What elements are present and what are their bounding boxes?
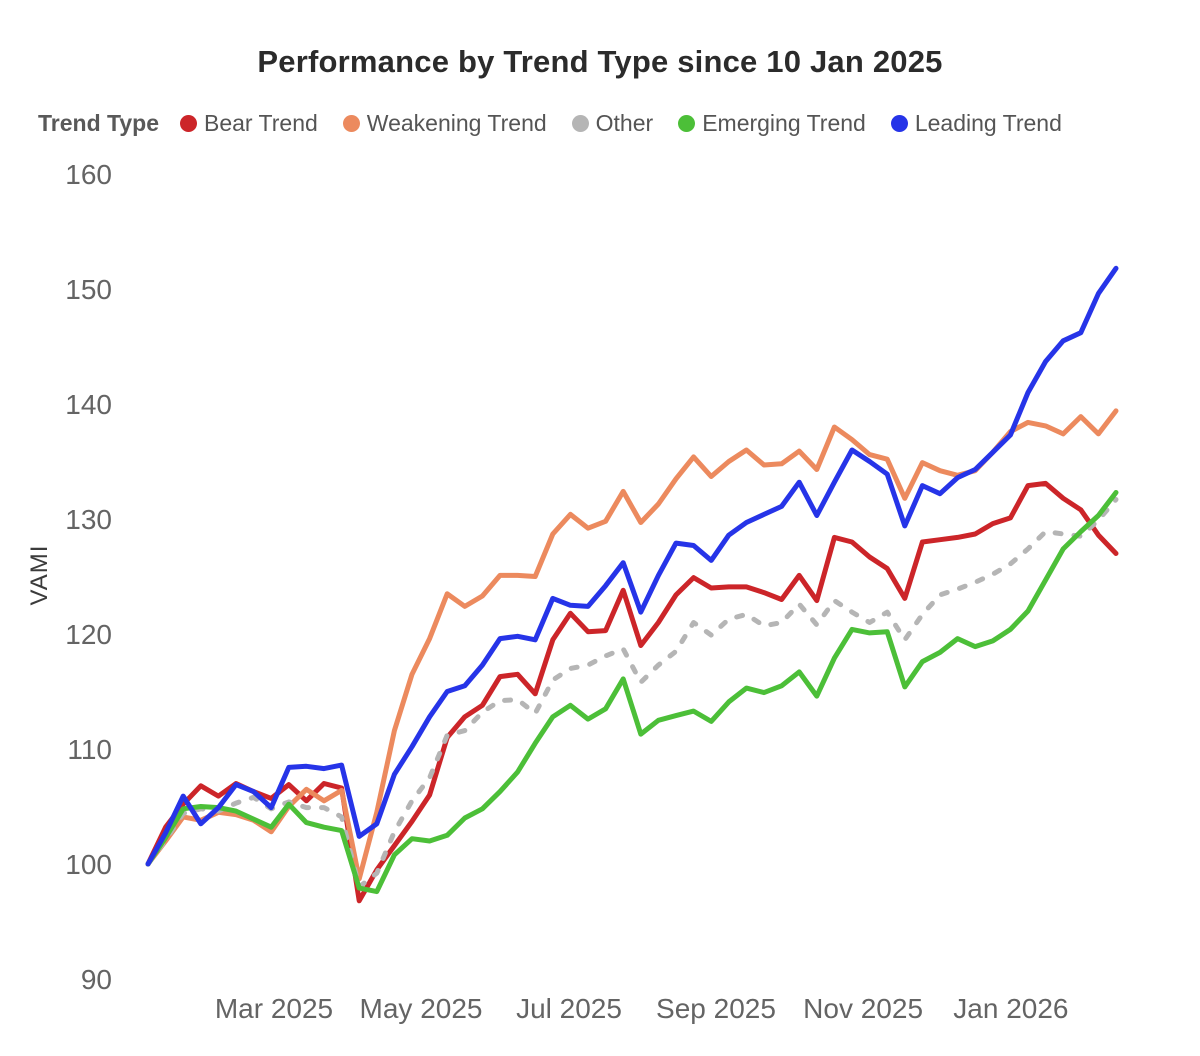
x-axis-tick-labels: Mar 2025 May 2025 Jul 2025 Sep 2025 Nov 2025… bbox=[215, 993, 1069, 1024]
legend-swatch-leading-trend bbox=[890, 114, 908, 132]
legend-label: Emerging Trend bbox=[702, 109, 866, 136]
legend-item-weakening-trend[interactable]: Weakening Trend bbox=[342, 109, 547, 137]
legend-item-leading-trend[interactable]: Leading Trend bbox=[890, 109, 1062, 137]
x-tick-mar-2025: Mar 2025 bbox=[215, 993, 333, 1024]
series-line-other[interactable] bbox=[145, 497, 1119, 890]
y-tick-100: 100 bbox=[65, 849, 112, 880]
legend-item-bear-trend[interactable]: Bear Trend bbox=[180, 110, 318, 137]
y-tick-110: 110 bbox=[67, 734, 112, 765]
legend: Trend Type Bear Trend Weakening Trend Othe… bbox=[38, 106, 1062, 140]
legend-label: Weakening Trend bbox=[366, 109, 547, 136]
legend-label: Other bbox=[595, 109, 654, 136]
x-tick-jan-2026: Jan 2026 bbox=[953, 993, 1068, 1024]
series-lines bbox=[145, 265, 1119, 904]
legend-swatch-bear-trend bbox=[180, 114, 197, 132]
x-tick-jul-2025: Jul 2025 bbox=[516, 993, 622, 1024]
y-tick-140: 140 bbox=[65, 389, 112, 420]
y-tick-90: 90 bbox=[81, 964, 112, 995]
y-tick-120: 120 bbox=[65, 619, 112, 650]
legend-item-other[interactable]: Other bbox=[571, 109, 654, 137]
x-tick-nov-2025: Nov 2025 bbox=[803, 993, 923, 1024]
series-line-bear-trend[interactable] bbox=[145, 480, 1119, 904]
y-tick-150: 150 bbox=[65, 274, 112, 305]
legend-label: Leading Trend bbox=[914, 109, 1062, 136]
legend-title: Trend Type bbox=[38, 109, 159, 136]
series-line-weakening-trend[interactable] bbox=[145, 408, 1119, 882]
y-axis-tick-labels: 90 100 110 120 130 140 150 160 bbox=[65, 159, 112, 995]
chart-title: Performance by Trend Type since 10 Jan 2… bbox=[257, 44, 943, 79]
y-tick-130: 130 bbox=[65, 504, 112, 535]
y-axis-title: VAMI bbox=[26, 545, 53, 606]
x-tick-sep-2025: Sep 2025 bbox=[656, 993, 776, 1024]
x-tick-may-2025: May 2025 bbox=[360, 993, 483, 1024]
series-line-leading-trend[interactable] bbox=[145, 265, 1119, 867]
series-line-emerging-trend[interactable] bbox=[145, 490, 1119, 895]
legend-label: Bear Trend bbox=[204, 109, 318, 136]
legend-swatch-other bbox=[571, 114, 589, 132]
y-tick-160: 160 bbox=[65, 159, 112, 190]
legend-swatch-weakening-trend bbox=[342, 114, 360, 132]
legend-swatch-emerging-trend bbox=[678, 114, 696, 132]
legend-item-emerging-trend[interactable]: Emerging Trend bbox=[678, 110, 866, 137]
